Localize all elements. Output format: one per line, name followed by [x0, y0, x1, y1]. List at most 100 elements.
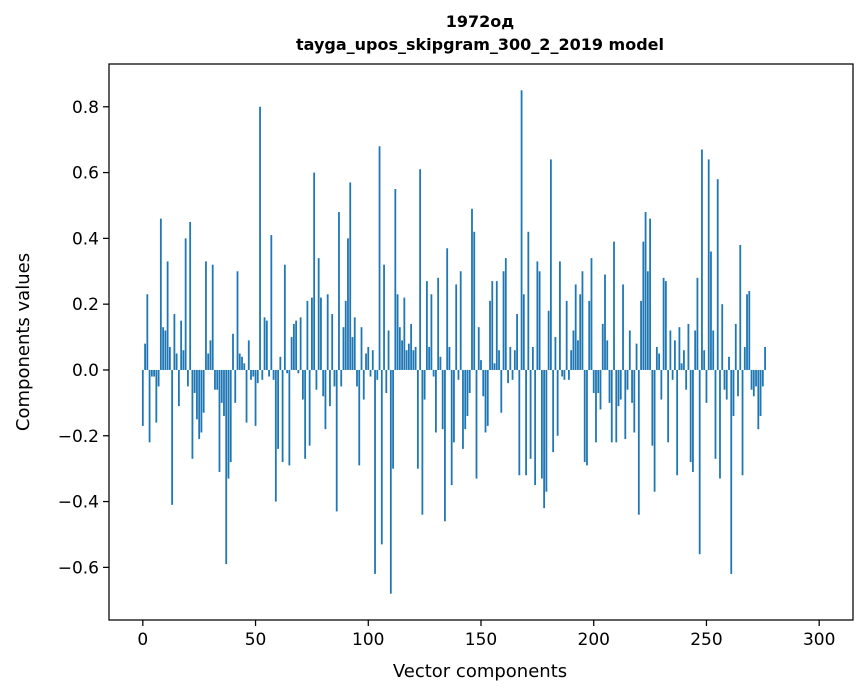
bar-226 — [651, 369, 654, 446]
bar-42 — [236, 271, 239, 370]
bar-68 — [295, 320, 298, 370]
y-axis-ticks: −0.6 −0.4 −0.2 0.0 0.2 0.4 0.6 0.8 — [58, 98, 109, 578]
bar-275 — [761, 369, 764, 387]
bar-117 — [405, 350, 408, 370]
bar-39 — [229, 369, 232, 463]
bar-232 — [664, 281, 667, 370]
bar-273 — [757, 369, 760, 430]
bar-247 — [698, 369, 701, 555]
bar-19 — [184, 238, 187, 370]
bar-172 — [529, 369, 532, 459]
bar-203 — [599, 369, 602, 410]
bar-183 — [554, 337, 557, 370]
bar-224 — [646, 271, 649, 370]
bar-7 — [157, 369, 160, 387]
bar-249 — [703, 350, 706, 370]
bars-group — [141, 90, 766, 594]
y-axis-label: Components values — [13, 253, 34, 431]
x-tick-label: 0 — [137, 630, 148, 650]
bar-200 — [592, 369, 595, 393]
bar-91 — [347, 238, 349, 370]
bar-24 — [196, 369, 198, 420]
bar-64 — [286, 369, 289, 374]
bar-107 — [383, 264, 385, 370]
bar-192 — [574, 284, 577, 370]
bar-8 — [159, 218, 162, 370]
bar-77 — [315, 369, 318, 390]
bar-40 — [232, 333, 234, 370]
bar-244 — [692, 369, 694, 472]
bar-54 — [263, 317, 266, 370]
bar-202 — [597, 369, 600, 393]
bar-93 — [351, 337, 354, 370]
bar-86 — [335, 369, 338, 512]
bar-265 — [739, 244, 742, 370]
bar-257 — [721, 304, 724, 370]
bar-113 — [396, 294, 399, 370]
y-tick-label: 0.0 — [72, 361, 99, 381]
bar-221 — [640, 300, 642, 370]
bar-122 — [416, 369, 419, 469]
bar-164 — [511, 369, 514, 380]
bar-102 — [371, 350, 374, 370]
bar-50 — [254, 369, 257, 426]
bar-245 — [694, 330, 697, 370]
y-tick-label: −0.2 — [58, 427, 99, 447]
bar-248 — [701, 149, 703, 370]
bar-253 — [712, 330, 715, 370]
x-tick-label: 300 — [803, 630, 835, 650]
bar-135 — [446, 248, 449, 370]
bar-184 — [556, 369, 559, 436]
bar-180 — [547, 310, 550, 370]
bar-52 — [259, 106, 261, 370]
bar-262 — [732, 369, 735, 417]
bar-162 — [507, 369, 509, 384]
bar-78 — [317, 258, 320, 370]
bar-85 — [333, 369, 336, 387]
bar-18 — [182, 350, 185, 370]
bar-62 — [281, 369, 284, 463]
bar-219 — [635, 343, 638, 370]
bar-210 — [615, 369, 618, 443]
bar-149 — [477, 327, 480, 370]
bar-125 — [423, 369, 426, 400]
bar-161 — [504, 258, 507, 370]
bar-167 — [518, 369, 521, 476]
bar-103 — [374, 369, 376, 574]
bar-120 — [412, 350, 415, 370]
bar-169 — [522, 294, 525, 370]
bar-67 — [292, 323, 295, 370]
bar-142 — [462, 369, 464, 449]
bar-99 — [365, 353, 367, 370]
bar-151 — [482, 369, 485, 397]
bar-1 — [144, 343, 146, 370]
bar-96 — [358, 369, 361, 466]
bar-32 — [214, 369, 216, 390]
bar-175 — [536, 261, 539, 370]
bar-156 — [493, 363, 496, 370]
bar-168 — [520, 90, 523, 370]
bar-29 — [207, 353, 210, 370]
bar-36 — [223, 369, 225, 417]
bar-159 — [500, 369, 503, 413]
bar-255 — [716, 179, 719, 370]
bar-35 — [220, 369, 223, 403]
bar-79 — [320, 297, 322, 370]
bar-198 — [588, 300, 591, 370]
bar-208 — [610, 369, 613, 443]
bar-227 — [653, 369, 656, 492]
bar-206 — [606, 340, 609, 370]
bar-56 — [268, 369, 270, 377]
bar-207 — [608, 369, 611, 403]
bar-239 — [680, 363, 683, 370]
bar-6 — [155, 369, 158, 423]
bar-105 — [378, 146, 381, 370]
bar-57 — [270, 235, 273, 370]
chart-subtitle: tayga_upos_skipgram_300_2_2019 model — [296, 35, 664, 54]
bar-66 — [290, 337, 293, 370]
bar-256 — [719, 369, 721, 479]
bar-238 — [678, 327, 681, 370]
bar-30 — [209, 340, 212, 370]
bar-100 — [367, 346, 370, 370]
